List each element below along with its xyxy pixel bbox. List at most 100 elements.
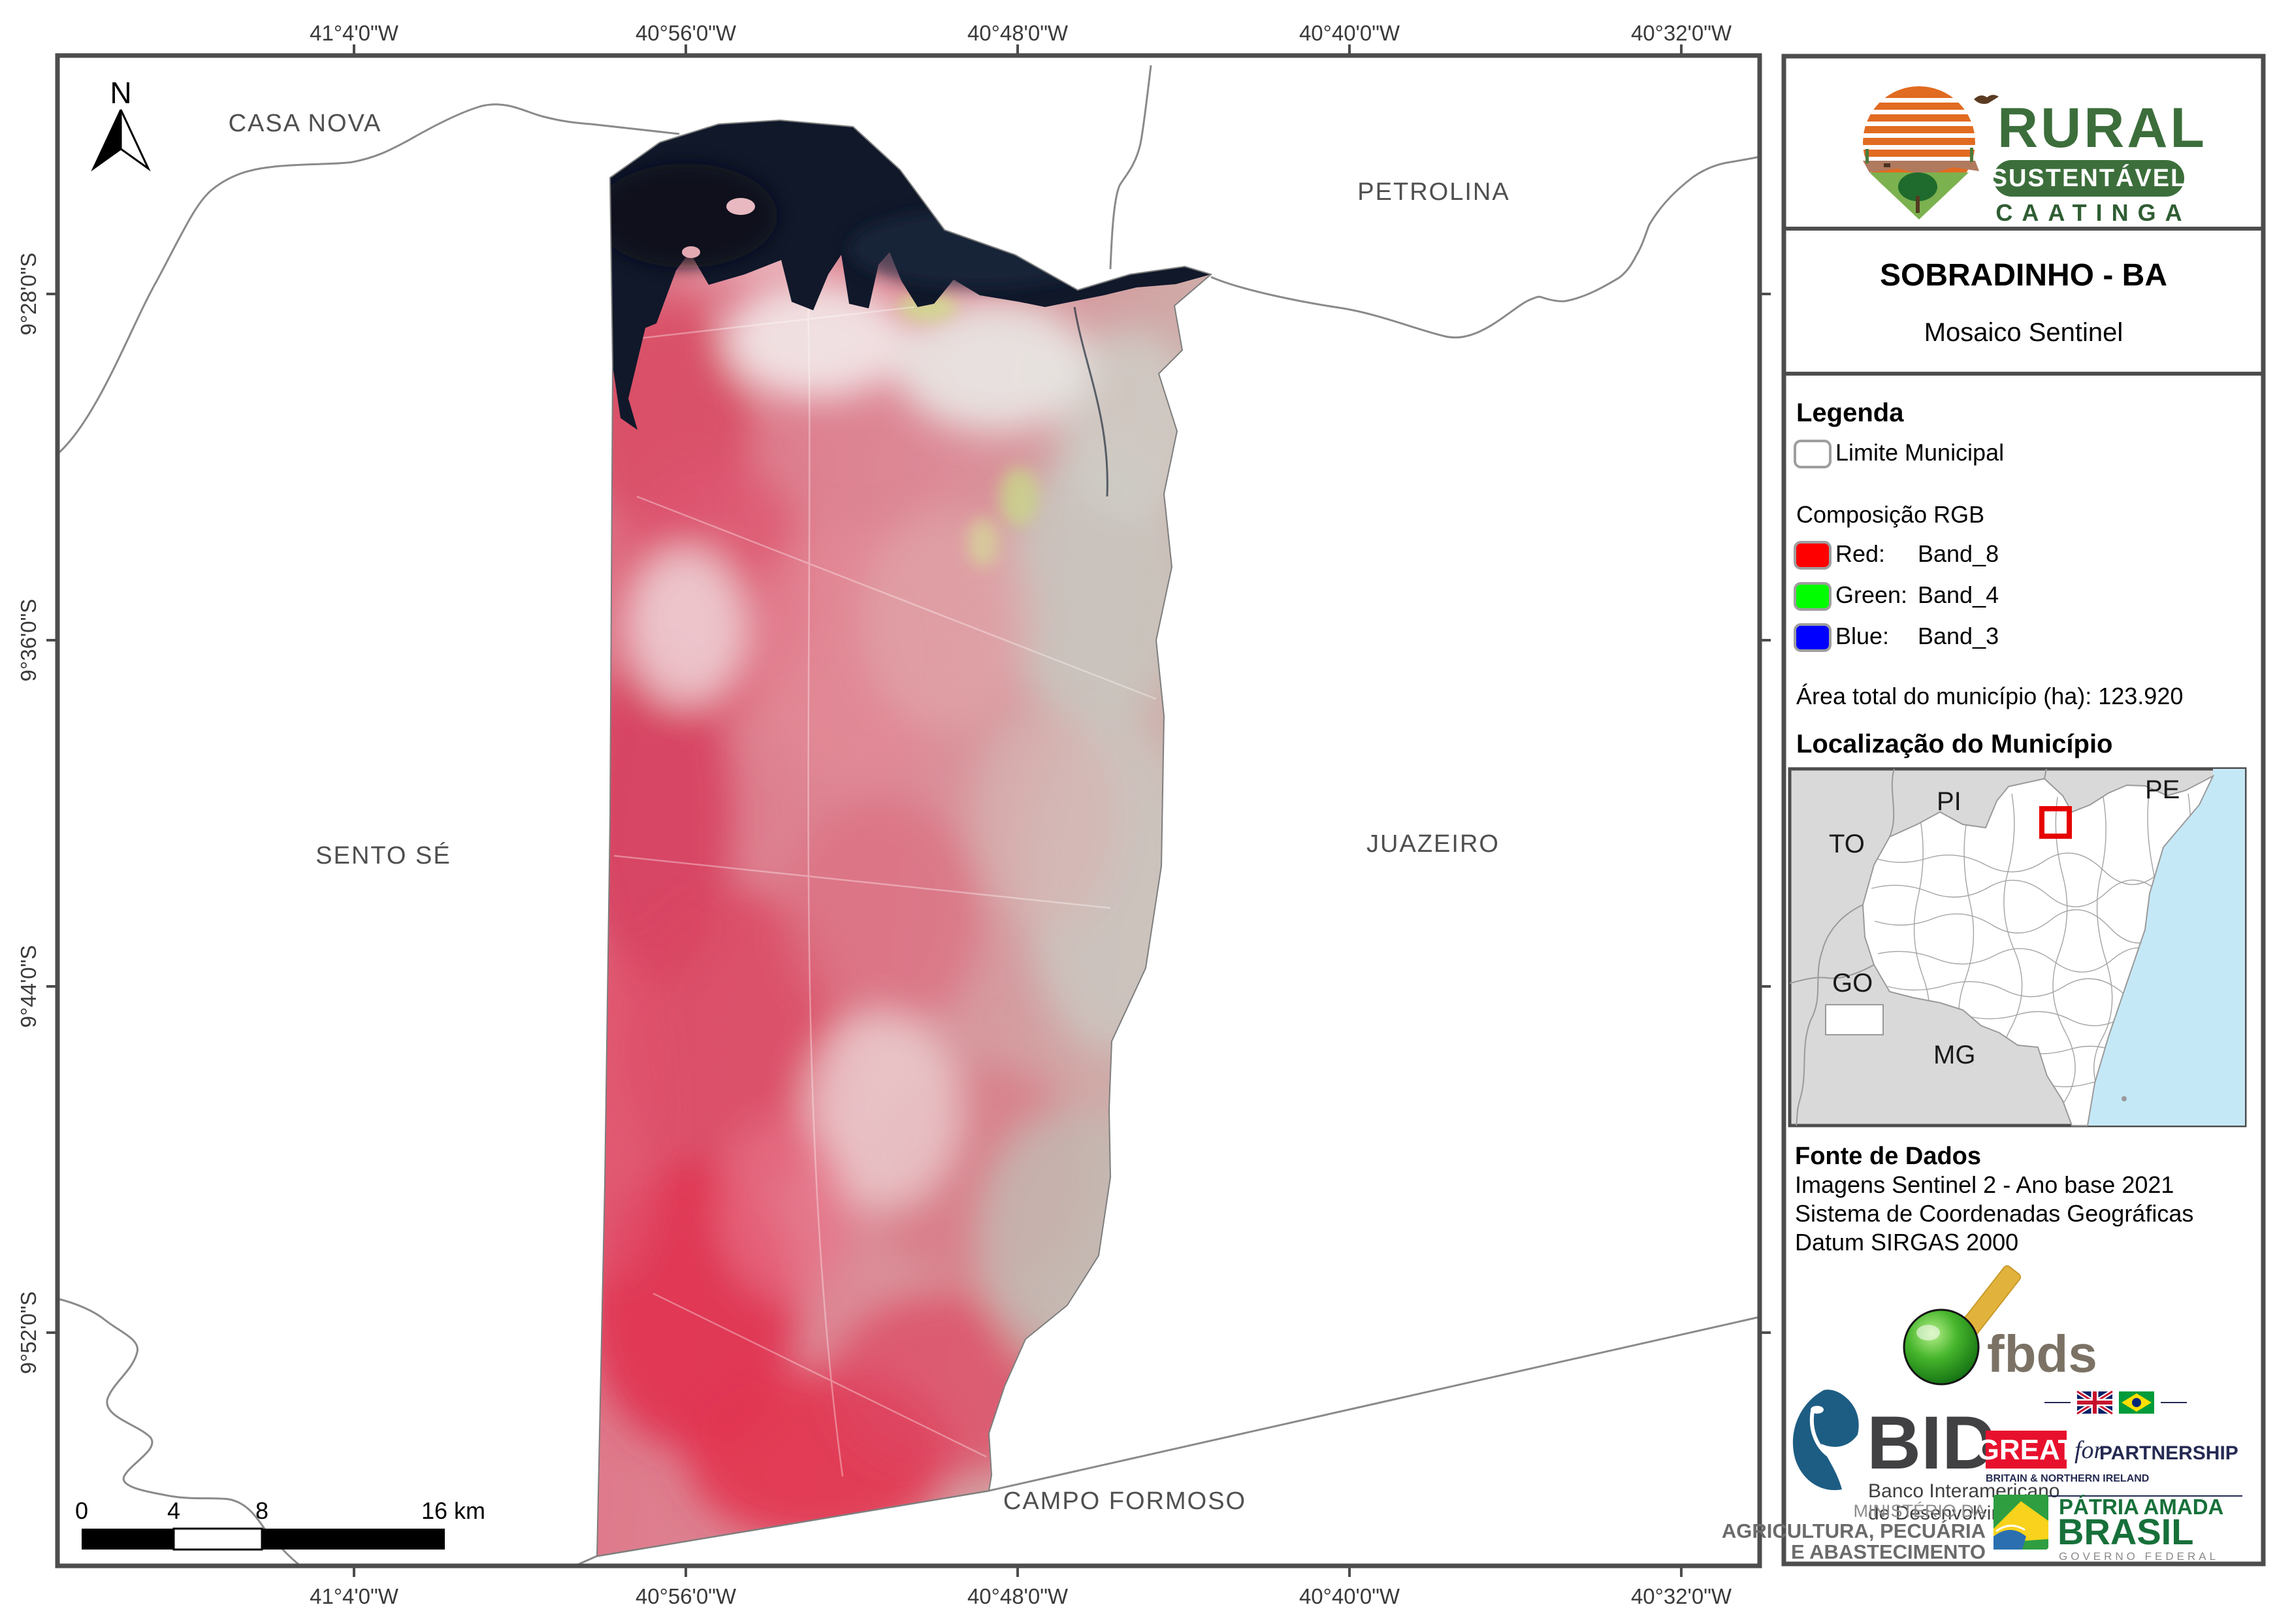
legend-area-total: Área total do município (ha): 123.920 <box>1796 683 2183 709</box>
legend-swatch-red <box>1794 541 1832 570</box>
state-label-pi: PI <box>1937 787 1961 816</box>
locator-go-cell <box>1825 1004 1884 1035</box>
bid-wordmark: BID <box>1867 1401 1996 1485</box>
scale-0: 0 <box>75 1497 88 1524</box>
brand-pill <box>1993 160 2184 197</box>
tree-icon <box>1898 172 1937 201</box>
locator-map: PI PE TO GO MG <box>1788 767 2247 1128</box>
legend-green-value: Band_4 <box>1918 581 1999 608</box>
fonte-heading: Fonte de Dados <box>1795 1143 1981 1170</box>
legend-swatch-green <box>1794 582 1832 611</box>
fbds-logo: fbds <box>1903 1265 2097 1386</box>
municipal-limit-outline <box>596 119 1213 1557</box>
top-axis-label: 40°32'0"W <box>1631 21 1732 45</box>
axis-labels: 41°4'0"W 40°56'0"W 40°48'0"W 40°40'0"W 4… <box>16 21 1732 1608</box>
bottom-axis-label: 40°40'0"W <box>1299 1584 1400 1608</box>
rural-sustentavel-logo: RURAL SUSTENTÁVEL CAATINGA <box>1863 86 2207 226</box>
bottom-axis-label: 41°4'0"W <box>310 1584 399 1608</box>
label-casa-nova: CASA NOVA <box>229 110 382 137</box>
left-axis-label: 9°44'0"S <box>16 945 40 1028</box>
scale-bar-labels: 0 4 8 16 km <box>75 1497 485 1524</box>
reservoir-islet <box>682 246 700 258</box>
ministerio-line-3: E ABASTECIMENTO <box>1791 1540 1986 1563</box>
data-source: Fonte de Dados Imagens Sentinel 2 - Ano … <box>1795 1143 2193 1256</box>
top-axis-label: 40°48'0"W <box>967 21 1069 45</box>
great-for: for <box>2074 1437 2104 1464</box>
label-campo-formoso: CAMPO FORMOSO <box>1003 1487 1246 1515</box>
bid-icon <box>1792 1389 1859 1491</box>
label-sento-se: SENTO SÉ <box>315 841 451 869</box>
brand-rural: RURAL <box>1997 97 2207 159</box>
legend-green-label: Green: <box>1835 581 1907 608</box>
scale-seg-2 <box>172 1527 263 1551</box>
rocks-icon <box>1863 161 1979 175</box>
north-arrow-right <box>120 109 151 172</box>
locator-state-lines <box>1789 768 2047 1126</box>
neighbor-labels: CASA NOVA PETROLINA SENTO SÉ JUAZEIRO CA… <box>229 110 1509 1515</box>
great-wordmark: GREAT <box>1977 1434 2076 1466</box>
reservoir-island <box>726 198 755 215</box>
legend-limite-label: Limite Municipal <box>1835 439 2004 466</box>
bid-icon-swirl <box>1809 1410 1830 1457</box>
legend-swatch-blue <box>1794 623 1832 652</box>
top-axis-label: 40°40'0"W <box>1299 21 1400 45</box>
cactus-icon <box>1970 148 1973 162</box>
bird-icon <box>1974 95 1999 105</box>
patria-line-2: BRASIL <box>2058 1511 2193 1552</box>
north-arrow-label: N <box>110 76 131 110</box>
locator-bahia <box>1862 774 2215 1126</box>
boundary-petrolina-top <box>1109 65 1152 270</box>
scale-4: 4 <box>167 1497 180 1524</box>
river-thread <box>1073 306 1108 497</box>
locator-highlight-square <box>2039 806 2072 839</box>
uk-flag-icon <box>2076 1389 2114 1416</box>
legend: Legenda Limite Municipal Composição RGB … <box>1794 398 2183 758</box>
localizacao-heading: Localização do Município <box>1796 730 2113 758</box>
left-axis-label: 9°52'0"S <box>16 1291 40 1374</box>
label-juazeiro: JUAZEIRO <box>1366 830 1500 858</box>
patria-line-1: PÁTRIA AMADA <box>2059 1495 2223 1519</box>
scale-8: 8 <box>255 1497 268 1524</box>
left-axis-label: 9°36'0"S <box>16 599 40 682</box>
ministerio-logo: MINISTÉRIO DA AGRICULTURA, PECUÁRIA E AB… <box>1722 1501 1986 1563</box>
map-frame <box>55 53 1762 1568</box>
great-britain-line: BRITAIN & NORTHERN IRELAND <box>1986 1473 2149 1484</box>
legend-heading: Legenda <box>1796 398 1904 427</box>
brasil-gov-icon <box>1993 1495 2048 1550</box>
bottom-axis-label: 40°32'0"W <box>1631 1584 1732 1608</box>
north-arrow: N <box>91 76 151 172</box>
legend-red-label: Red: <box>1835 540 1885 567</box>
boundary-petrolina-juazeiro <box>1210 155 1760 339</box>
top-axis-label: 40°56'0"W <box>636 21 737 45</box>
great-partnership-logo: GREAT for PARTNERSHIP BRITAIN & NORTHERN… <box>1977 1389 2242 1497</box>
boundary-casa-nova <box>57 103 680 455</box>
fbds-wordmark: fbds <box>1987 1325 2097 1383</box>
state-label-to: TO <box>1829 830 1865 858</box>
legend-blue-value: Band_3 <box>1918 623 1999 649</box>
ministerio-line-2: AGRICULTURA, PECUÁRIA <box>1722 1519 1986 1542</box>
brand-sustentavel: SUSTENTÁVEL <box>1991 163 2187 192</box>
bid-icon-dot <box>1811 1406 1824 1414</box>
scale-16: 16 km <box>421 1497 485 1524</box>
state-label-pe: PE <box>2145 775 2180 804</box>
top-axis-label: 41°4'0"W <box>310 21 399 45</box>
map-subtitle: Mosaico Sentinel <box>1924 318 2123 347</box>
legend-composicao: Composição RGB <box>1796 501 1984 528</box>
state-label-go: GO <box>1832 969 1873 998</box>
bottom-axis-label: 40°56'0"W <box>636 1584 737 1608</box>
fbds-sphere-icon <box>1903 1308 1980 1386</box>
great-box <box>1986 1431 2067 1469</box>
legend-blue-label: Blue: <box>1835 623 1889 649</box>
scale-seg-3 <box>262 1529 445 1550</box>
locator-islet <box>2122 1096 2127 1101</box>
ministerio-line-1: MINISTÉRIO DA <box>1853 1501 1986 1521</box>
fonte-line-1: Imagens Sentinel 2 - Ano base 2021 <box>1795 1171 2174 1198</box>
brand-caatinga: CAATINGA <box>1995 199 2191 226</box>
goat-icon <box>1884 163 1890 167</box>
legend-red-value: Band_8 <box>1918 540 1999 567</box>
mosaic-texture <box>597 183 1208 1542</box>
tree-trunk <box>1916 196 1920 213</box>
bottom-axis-label: 40°48'0"W <box>967 1584 1069 1608</box>
